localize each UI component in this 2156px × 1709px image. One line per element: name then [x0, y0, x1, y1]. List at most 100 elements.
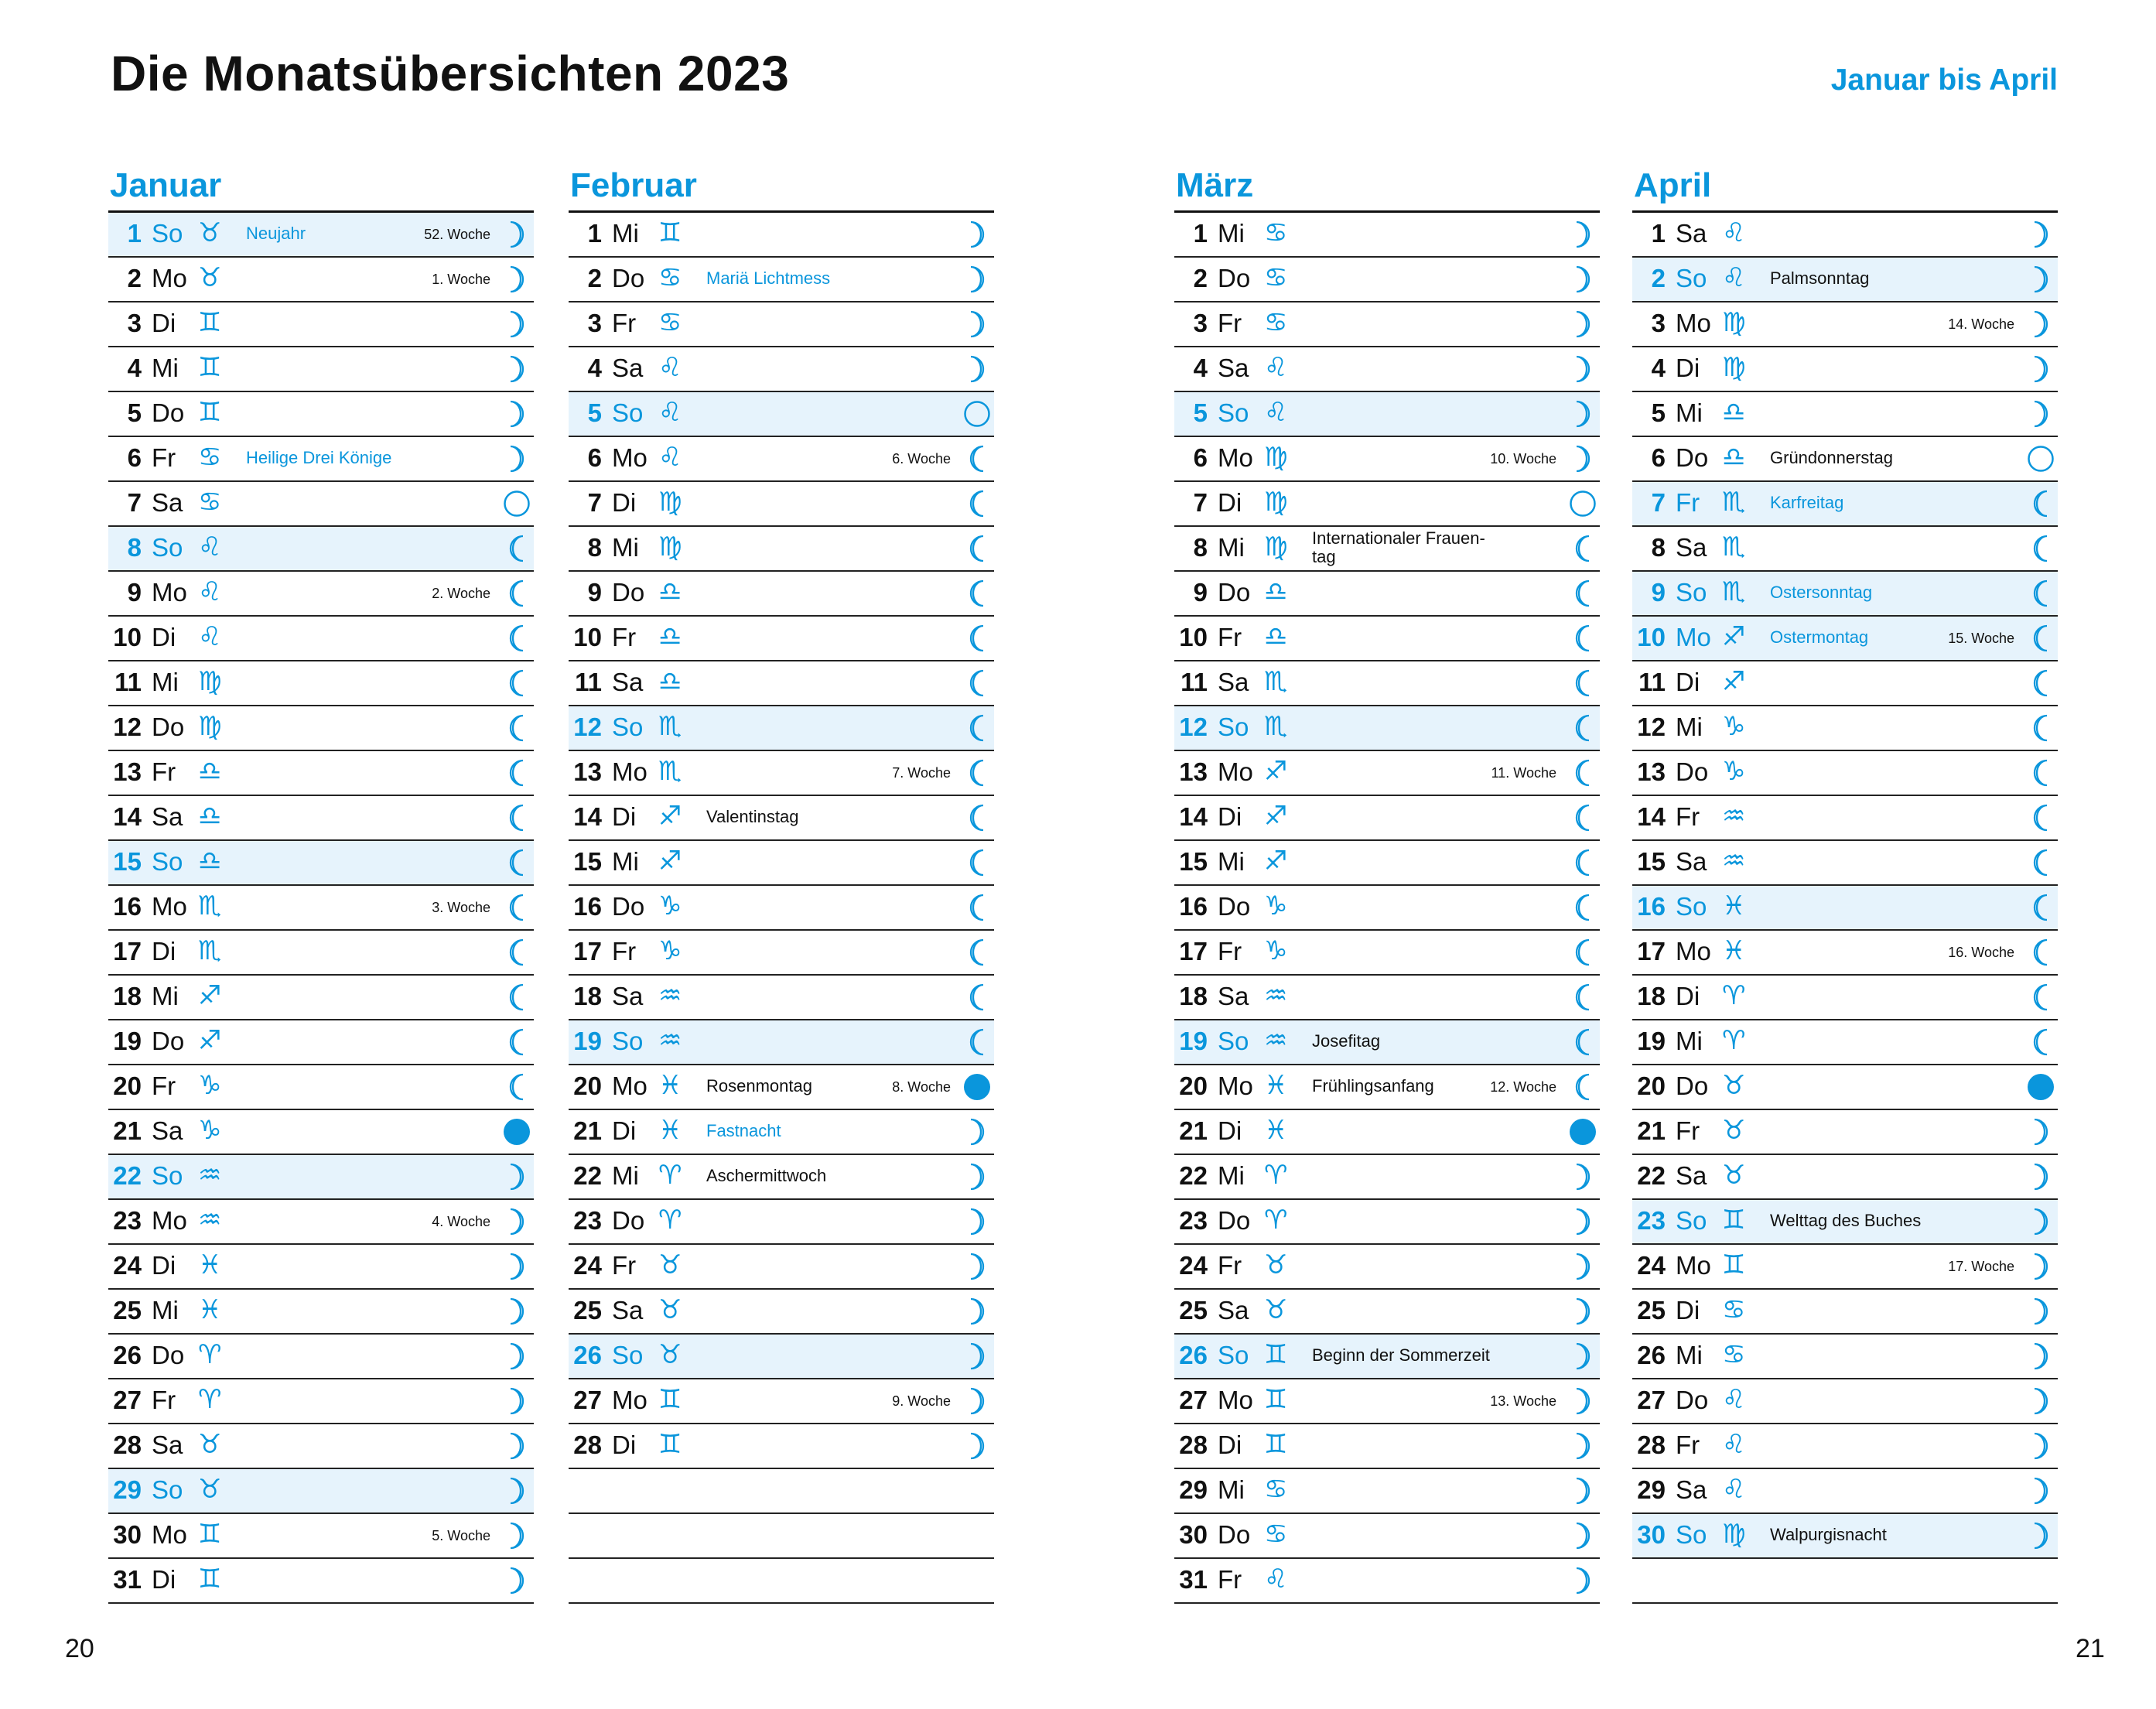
- day-row: 1 Mi ♋︎: [1174, 213, 1600, 258]
- day-number: 6: [1651, 443, 1666, 472]
- day-row: 17 Di ♏︎: [108, 931, 534, 976]
- day-number: 17: [113, 937, 142, 966]
- weekday: Mi: [1676, 1341, 1703, 1369]
- moon-waning-icon: [963, 444, 991, 473]
- day-number: 2: [587, 264, 602, 292]
- scorpio-icon: ♏︎: [198, 890, 222, 921]
- day-number: 22: [1179, 1161, 1208, 1190]
- day-row: 23 Do ♈︎: [1174, 1200, 1600, 1245]
- weekday: Do: [1676, 757, 1709, 786]
- day-number: 23: [1179, 1206, 1208, 1235]
- weekday: So: [1218, 398, 1249, 427]
- day-row: 27 Fr ♈︎: [108, 1379, 534, 1424]
- weekday: Mi: [1676, 1027, 1703, 1055]
- aries-icon: ♈︎: [198, 1384, 222, 1415]
- weekday: Do: [1676, 443, 1709, 472]
- gemini-icon: ♊︎: [1722, 1249, 1746, 1280]
- weekday: Sa: [1676, 219, 1707, 248]
- gemini-icon: ♊︎: [198, 352, 222, 383]
- aries-icon: ♈︎: [1722, 980, 1746, 1011]
- cancer-icon: ♋︎: [198, 442, 222, 473]
- leo-icon: ♌︎: [1264, 1564, 1288, 1594]
- day-row: 24 Fr ♉︎: [1174, 1245, 1600, 1290]
- day-number: 25: [1637, 1296, 1666, 1324]
- weekday: So: [152, 847, 183, 876]
- weekday: Mo: [1218, 1386, 1253, 1414]
- month-april: April 1 Sa ♌︎ 2 So ♌︎ Palmsonntag 3 Mo ♍︎ 14. Woch…: [1632, 164, 2058, 1604]
- moon-waxing-icon: [963, 1207, 991, 1236]
- day-number: 25: [113, 1296, 142, 1324]
- weekday: Mo: [612, 443, 647, 472]
- day-number: 30: [113, 1520, 142, 1549]
- day-number: 11: [1181, 668, 1208, 696]
- day-row: 5 Mi ♎︎: [1632, 392, 2058, 437]
- aries-icon: ♈︎: [658, 1205, 682, 1236]
- day-number: 24: [573, 1251, 602, 1280]
- day-number: 19: [113, 1027, 142, 1055]
- day-number: 27: [1179, 1386, 1208, 1414]
- weekday: So: [152, 1475, 183, 1504]
- day-number: 15: [113, 847, 142, 876]
- cancer-icon: ♋︎: [1264, 1519, 1288, 1550]
- event-label: Heilige Drei Könige: [246, 448, 392, 467]
- day-row: 8 So ♌︎: [108, 527, 534, 572]
- day-number: 10: [1179, 623, 1208, 651]
- day-number: 30: [1637, 1520, 1666, 1549]
- weekday: So: [1218, 1341, 1249, 1369]
- moon-waxing-icon: [1569, 1252, 1597, 1281]
- taurus-icon: ♉︎: [198, 262, 222, 293]
- day-number: 10: [113, 623, 142, 651]
- weekday: Sa: [1218, 668, 1249, 696]
- weekday: Mo: [1218, 757, 1253, 786]
- moon-waning-icon: [1569, 624, 1597, 653]
- virgo-icon: ♍︎: [658, 531, 682, 562]
- weekday: Do: [152, 398, 185, 427]
- day-row: 23 Do ♈︎: [569, 1200, 994, 1245]
- day-row: 13 Do ♑︎: [1632, 751, 2058, 796]
- weekday: Sa: [1218, 354, 1249, 382]
- day-row: 10 Fr ♎︎: [569, 617, 994, 661]
- day-number: 24: [113, 1251, 142, 1280]
- day-row: 14 Sa ♎︎: [108, 796, 534, 841]
- day-row: 27 Mo ♊︎ 13. Woche: [1174, 1379, 1600, 1424]
- day-row: 4 Mi ♊︎: [108, 347, 534, 392]
- day-row: 26 So ♊︎ Beginn der Sommerzeit: [1174, 1335, 1600, 1379]
- aries-icon: ♈︎: [658, 1160, 682, 1191]
- page-title: Die Monatsübersichten 2023: [111, 46, 790, 101]
- weekday: Fr: [1676, 1430, 1700, 1459]
- day-number: 28: [1637, 1430, 1666, 1459]
- day-row: 10 Mo ♐︎ Ostermontag 15. Woche: [1632, 617, 2058, 661]
- moon-waning-icon: [2027, 534, 2055, 563]
- gemini-icon: ♊︎: [1722, 1205, 1746, 1236]
- weekday: Fr: [1676, 1116, 1700, 1145]
- moon-waxing-icon: [503, 354, 531, 384]
- pisces-icon: ♓︎: [1722, 890, 1746, 921]
- day-number: 14: [113, 802, 142, 831]
- moon-full-icon: [963, 399, 991, 429]
- pisces-icon: ♓︎: [1722, 935, 1746, 966]
- day-number: 12: [573, 713, 602, 741]
- week-label: 4. Woche: [432, 1214, 490, 1229]
- event-label: Frühlingsanfang: [1312, 1076, 1434, 1095]
- month-january: Januar 1 So ♉︎ Neujahr 52. Woche 2 Mo ♉︎ 1. Woch…: [108, 164, 534, 1604]
- day-number: 17: [573, 937, 602, 966]
- day-row: 14 Fr ♒︎: [1632, 796, 2058, 841]
- day-row: 1 So ♉︎ Neujahr 52. Woche: [108, 213, 534, 258]
- weekday: So: [612, 713, 644, 741]
- capricorn-icon: ♑︎: [1264, 935, 1288, 966]
- weekday: Mo: [152, 892, 187, 921]
- month-title: April: [1634, 166, 1712, 204]
- taurus-icon: ♉︎: [198, 1429, 222, 1460]
- day-row: 7 Di ♍︎: [1174, 482, 1600, 527]
- day-row: 6 Fr ♋︎ Heilige Drei Könige: [108, 437, 534, 482]
- week-label: 15. Woche: [1948, 631, 2014, 646]
- day-row: 16 Mo ♏︎ 3. Woche: [108, 886, 534, 931]
- weekday: Di: [152, 1251, 176, 1280]
- day-number: 18: [113, 982, 142, 1010]
- weekday: Di: [152, 309, 176, 337]
- day-number: 13: [1637, 757, 1666, 786]
- weekday: So: [1676, 264, 1707, 292]
- week-label: 8. Woche: [892, 1079, 951, 1095]
- sagittarius-icon: ♐︎: [658, 801, 682, 832]
- aries-icon: ♈︎: [1264, 1205, 1288, 1236]
